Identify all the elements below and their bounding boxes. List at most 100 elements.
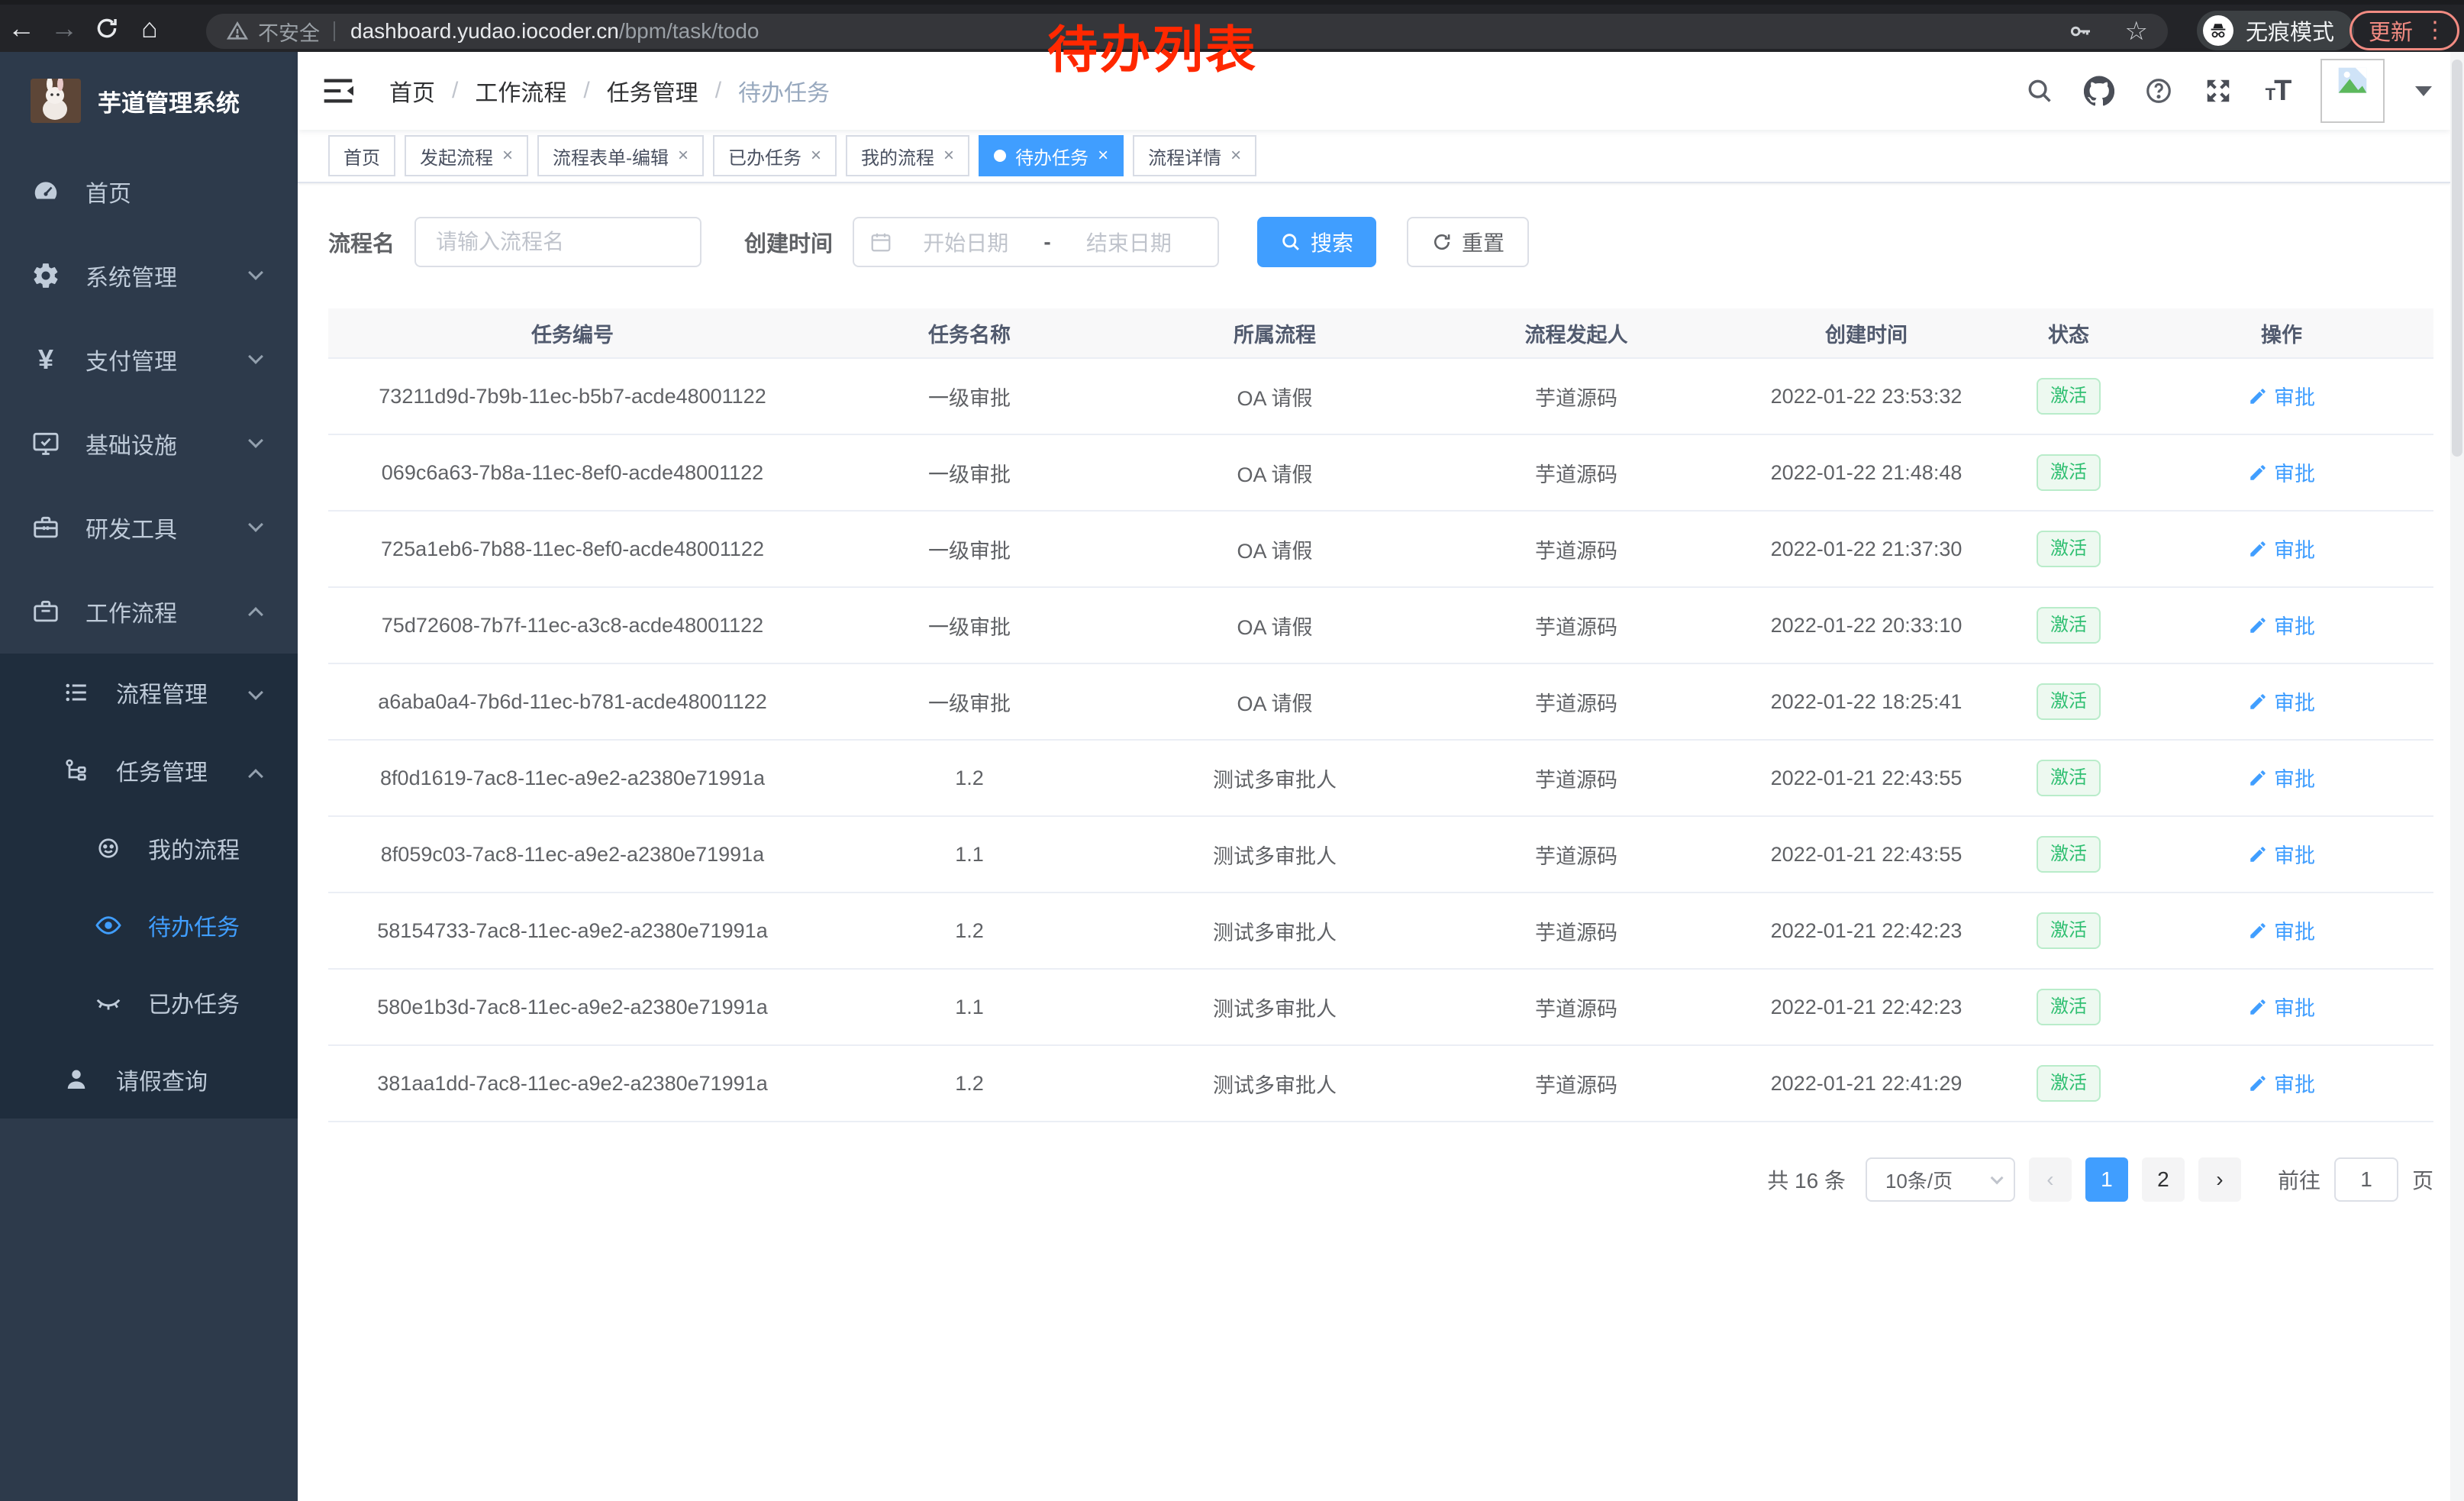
approve-link[interactable]: 审批 — [2248, 610, 2315, 640]
action-cell: 审批 — [2130, 610, 2433, 641]
app-logo-row[interactable]: 芋道管理系统 — [0, 52, 298, 150]
browser-menu-icon[interactable]: ⋮ — [2424, 18, 2447, 43]
action-cell: 审批 — [2130, 915, 2433, 946]
tags-view-item[interactable]: 流程表单-编辑 × — [537, 135, 705, 176]
created-time-cell: 2022-01-22 18:25:41 — [1770, 689, 1962, 713]
sidebar-item-leave-query[interactable]: 请假查询 — [0, 1041, 298, 1118]
key-icon[interactable] — [2067, 18, 2095, 45]
page-2-button[interactable]: 2 — [2141, 1157, 2185, 1202]
tags-view-item[interactable]: 发起流程 × — [405, 135, 529, 176]
starter-cell: 芋道源码 — [1535, 692, 1617, 715]
approve-link[interactable]: 审批 — [2248, 763, 2315, 792]
sidebar-item-infra[interactable]: 基础设施 — [0, 402, 298, 486]
url-host[interactable]: dashboard.yudao.iocoder.cn — [350, 19, 619, 43]
sidebar-item-task-mgmt[interactable]: 任务管理 — [0, 731, 298, 809]
create-time-label: 创建时间 — [744, 232, 834, 257]
reset-button[interactable]: 重置 — [1407, 217, 1530, 267]
flow-icon — [61, 755, 92, 786]
process-name-input[interactable] — [414, 217, 702, 267]
approve-link[interactable]: 审批 — [2248, 839, 2315, 869]
date-range-picker[interactable]: 开始日期 - 结束日期 — [853, 217, 1220, 267]
close-icon[interactable]: × — [1230, 145, 1242, 166]
task-id-cell: 381aa1dd-7ac8-11ec-a9e2-a2380e71991a — [377, 1071, 768, 1095]
app-title: 芋道管理系统 — [98, 89, 240, 117]
search-button[interactable]: 搜索 — [1257, 217, 1377, 267]
status-cell: 激活 — [2008, 835, 2130, 873]
breadcrumb-workflow[interactable]: 工作流程 — [475, 81, 567, 106]
task-id-cell: 8f059c03-7ac8-11ec-a9e2-a2380e71991a — [380, 842, 765, 866]
approve-link[interactable]: 审批 — [2248, 992, 2315, 1022]
security-label[interactable]: 不安全 — [258, 21, 320, 45]
scrollbar-thumb[interactable] — [2452, 60, 2462, 457]
search-icon[interactable] — [2023, 74, 2056, 108]
tab-label: 发起流程 — [420, 147, 493, 169]
sidebar-item-payment[interactable]: ¥ 支付管理 — [0, 318, 298, 402]
home-icon[interactable]: ⌂ — [141, 12, 158, 44]
tags-view-item[interactable]: 待办任务 × — [979, 135, 1124, 176]
update-button[interactable]: 更新 ⋮ — [2350, 11, 2460, 50]
tab-label: 流程详情 — [1148, 147, 1222, 169]
process-cell: OA 请假 — [1237, 386, 1313, 410]
task-name-cell: 一级审批 — [928, 692, 1011, 715]
fullscreen-icon[interactable] — [2201, 74, 2235, 108]
edit-pen-icon — [2250, 389, 2266, 404]
task-id-cell: 73211d9d-7b9b-11ec-b5b7-acde48001122 — [379, 384, 766, 408]
approve-label: 审批 — [2274, 692, 2315, 715]
process-cell: OA 请假 — [1237, 692, 1313, 715]
total-count: 共 16 条 — [1767, 1169, 1846, 1193]
task-id-cell: 75d72608-7b7f-11ec-a3c8-acde48001122 — [381, 613, 764, 637]
status-badge: 激活 — [2037, 377, 2101, 415]
bookmark-star-icon[interactable]: ☆ — [2124, 17, 2148, 46]
forward-icon[interactable]: → — [50, 12, 78, 44]
page-scrollbar[interactable] — [2450, 52, 2464, 1501]
sidebar-item-workflow[interactable]: 工作流程 — [0, 570, 298, 654]
font-size-icon[interactable]: TT — [2265, 74, 2292, 107]
approve-link[interactable]: 审批 — [2248, 457, 2315, 487]
close-icon[interactable]: × — [1098, 145, 1109, 166]
sidebar-item-home[interactable]: 首页 — [0, 150, 298, 234]
sidebar-item-devtools[interactable]: 研发工具 — [0, 486, 298, 570]
tags-view-item[interactable]: 已办任务 × — [713, 135, 837, 176]
end-date-placeholder: 结束日期 — [1085, 231, 1172, 255]
approve-link[interactable]: 审批 — [2248, 534, 2315, 563]
approve-link[interactable]: 审批 — [2248, 1068, 2315, 1098]
sidebar-collapse-icon[interactable] — [318, 70, 359, 111]
breadcrumb-task-mgmt[interactable]: 任务管理 — [606, 81, 698, 106]
avatar[interactable] — [2320, 59, 2385, 123]
sidebar-item-system[interactable]: 系统管理 — [0, 234, 298, 318]
sidebar-item-my-process[interactable]: 我的流程 — [0, 809, 298, 886]
goto-page-input[interactable] — [2333, 1157, 2398, 1202]
edit-pen-icon — [2250, 999, 2266, 1015]
address-bar[interactable]: 不安全 dashboard.yudao.iocoder.cn/bpm/task/… — [206, 14, 2168, 49]
close-icon[interactable]: × — [502, 145, 514, 166]
tags-view-item[interactable]: 我的流程 × — [846, 135, 970, 176]
url-path[interactable]: /bpm/task/todo — [618, 19, 760, 43]
tags-view-item[interactable]: 首页 — [328, 135, 395, 176]
next-page-button[interactable]: › — [2198, 1157, 2241, 1202]
sidebar-item-done-tasks[interactable]: 已办任务 — [0, 964, 298, 1041]
sidebar-item-todo-tasks[interactable]: 待办任务 — [0, 886, 298, 964]
approve-link[interactable]: 审批 — [2248, 686, 2315, 716]
github-icon[interactable] — [2082, 74, 2116, 108]
close-icon[interactable]: × — [811, 145, 822, 166]
edit-pen-icon — [2250, 847, 2266, 862]
approve-link[interactable]: 审批 — [2248, 381, 2315, 411]
created-time-cell: 2022-01-21 22:42:23 — [1770, 995, 1962, 1018]
col-status: 状态 — [2048, 323, 2089, 347]
action-cell: 审批 — [2130, 381, 2433, 412]
sidebar-item-process-mgmt[interactable]: 流程管理 — [0, 654, 298, 731]
reload-icon[interactable] — [85, 7, 128, 50]
prev-page-button[interactable]: ‹ — [2028, 1157, 2072, 1202]
close-icon[interactable]: × — [678, 145, 689, 166]
tags-view-item[interactable]: 流程详情 × — [1133, 135, 1257, 176]
breadcrumb-home[interactable]: 首页 — [389, 81, 435, 106]
page-1-button[interactable]: 1 — [2085, 1157, 2128, 1202]
help-icon[interactable] — [2142, 74, 2175, 108]
avatar-caret-icon[interactable] — [2415, 86, 2432, 96]
approve-link[interactable]: 审批 — [2248, 915, 2315, 945]
close-icon[interactable]: × — [943, 145, 955, 166]
workflow-submenu: 流程管理 任务管理 — [0, 654, 298, 1118]
back-icon[interactable]: ← — [8, 12, 35, 44]
page-size-select[interactable]: 10条/页 — [1865, 1157, 2015, 1202]
process-cell: OA 请假 — [1237, 615, 1313, 639]
